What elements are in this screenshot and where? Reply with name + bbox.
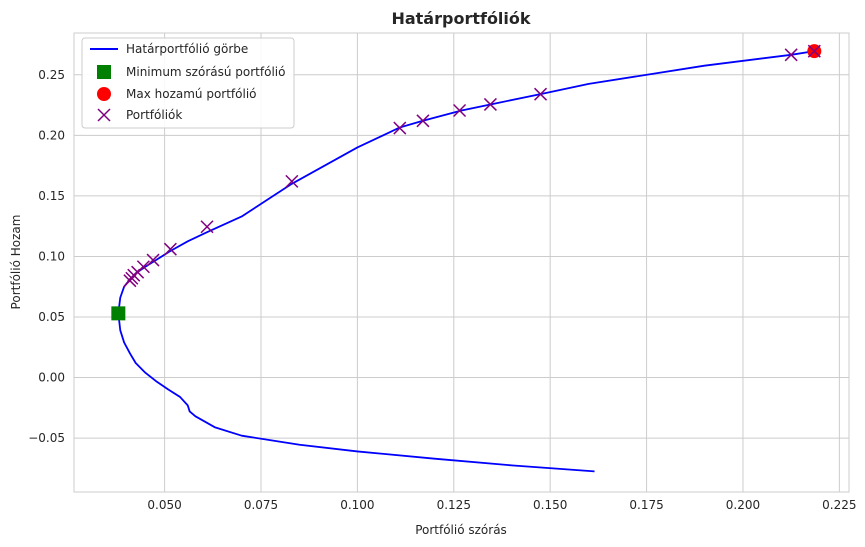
y-tick-label: 0.20 — [38, 128, 65, 142]
portfolio-marker — [200, 220, 214, 234]
legend-label-max-ret: Max hozamú portfólió — [126, 87, 257, 101]
x-tick-label: 0.200 — [726, 498, 760, 512]
y-tick-label: 0.25 — [38, 68, 65, 82]
portfolio-marker — [393, 121, 407, 135]
portfolio-marker — [146, 253, 160, 267]
legend-label-portfolios: Portfóliók — [126, 108, 182, 122]
y-tick-label: 0.05 — [38, 310, 65, 324]
y-tick-label: −0.05 — [28, 431, 65, 445]
y-tick-label: 0.10 — [38, 249, 65, 263]
portfolio-marker — [483, 97, 497, 111]
portfolio-marker — [163, 242, 177, 256]
y-tick-labels: −0.05 0.00 0.05 0.10 0.15 0.20 0.25 — [28, 68, 65, 445]
x-tick-label: 0.050 — [147, 498, 181, 512]
min-variance-marker — [111, 306, 126, 321]
portfolio-marker — [807, 44, 821, 58]
portfolio-marker — [285, 174, 299, 188]
x-tick-label: 0.075 — [244, 498, 278, 512]
legend-label-min-var: Minimum szórású portfólió — [126, 65, 285, 79]
legend-box — [81, 37, 295, 129]
x-axis-label: Portfólió szórás — [415, 523, 507, 537]
plot-frame — [73, 32, 850, 493]
frontier-curve-line — [117, 50, 815, 473]
legend-circle-marker — [97, 87, 111, 101]
portfolio-marker — [534, 87, 548, 101]
x-tick-label: 0.175 — [629, 498, 663, 512]
x-tick-labels: 0.050 0.075 0.100 0.125 0.150 0.175 0.200 0.225 — [147, 498, 856, 512]
portfolio-marker — [453, 103, 467, 118]
legend-label-curve: Határportfólió görbe — [126, 42, 248, 56]
x-tick-label: 0.150 — [533, 498, 567, 512]
x-grid — [164, 33, 840, 492]
legend-square-marker — [97, 65, 111, 79]
y-axis-label: Portfólió Hozam — [9, 215, 23, 310]
x-tick-label: 0.225 — [822, 498, 856, 512]
legend: Határportfólió görbe Minimum szórású por… — [81, 37, 295, 129]
portfolio-marker — [416, 114, 430, 128]
legend-x-marker — [97, 108, 111, 122]
series-layer — [111, 44, 822, 473]
y-tick-label: 0.15 — [38, 189, 65, 203]
chart-title: Határportfóliók — [391, 9, 530, 28]
portfolio-marker — [136, 260, 150, 274]
y-tick-label: 0.00 — [38, 371, 65, 385]
x-tick-label: 0.100 — [340, 498, 374, 512]
x-tick-label: 0.125 — [437, 498, 471, 512]
portfolio-marker — [784, 48, 798, 62]
